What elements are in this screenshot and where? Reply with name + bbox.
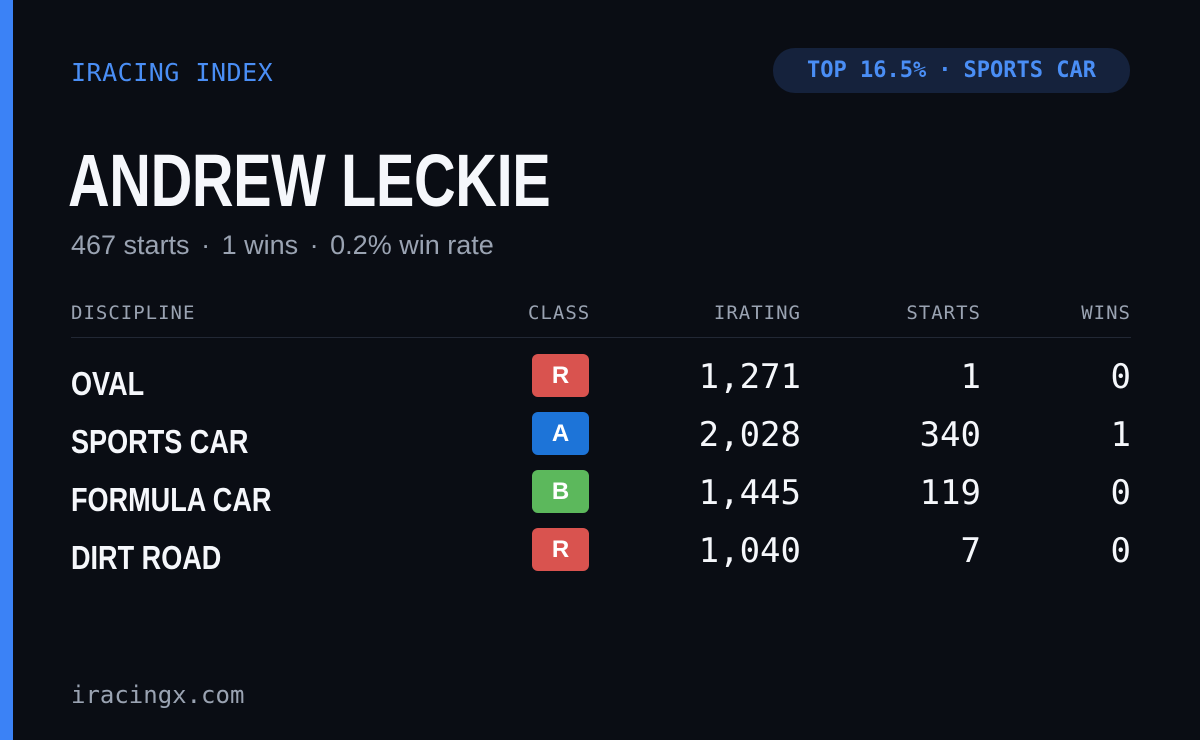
brand-label: IRACING INDEX bbox=[71, 58, 274, 87]
row-starts: 340 bbox=[919, 415, 981, 455]
row-irating: 1,445 bbox=[698, 473, 801, 513]
row-wins: 0 bbox=[1110, 357, 1131, 397]
table-row: OVAL R 1,271 1 0 bbox=[71, 354, 1131, 412]
header-wins: WINS bbox=[1081, 302, 1131, 324]
driver-summary: 467 starts · 1 wins · 0.2% win rate bbox=[71, 228, 494, 262]
summary-win-rate: 0.2% win rate bbox=[330, 230, 494, 260]
row-irating: 1,040 bbox=[698, 531, 801, 571]
table-row: SPORTS CAR A 2,028 340 1 bbox=[71, 412, 1131, 470]
accent-bar bbox=[0, 0, 13, 740]
table-row: FORMULA CAR B 1,445 119 0 bbox=[71, 470, 1131, 528]
class-badge: R bbox=[532, 354, 589, 397]
row-starts: 7 bbox=[960, 531, 981, 571]
rank-badge: TOP 16.5% · SPORTS CAR bbox=[773, 48, 1130, 93]
header-starts: STARTS bbox=[906, 302, 981, 324]
row-wins: 1 bbox=[1110, 415, 1131, 455]
class-badge: A bbox=[532, 412, 589, 455]
row-discipline: OVAL bbox=[71, 365, 145, 402]
row-discipline: SPORTS CAR bbox=[71, 423, 249, 460]
row-wins: 0 bbox=[1110, 473, 1131, 513]
table-header: DISCIPLINE CLASS IRATING STARTS WINS bbox=[71, 300, 1131, 338]
header-class: CLASS bbox=[528, 302, 591, 324]
driver-name: ANDREW LECKIE bbox=[68, 139, 551, 222]
table-row: DIRT ROAD R 1,040 7 0 bbox=[71, 528, 1131, 586]
footer-url[interactable]: iracingx.com bbox=[71, 681, 245, 709]
summary-starts: 467 starts bbox=[71, 230, 190, 260]
class-badge: R bbox=[532, 528, 589, 571]
summary-wins: 1 wins bbox=[221, 230, 299, 260]
row-starts: 1 bbox=[960, 357, 981, 397]
row-discipline: FORMULA CAR bbox=[71, 481, 272, 518]
summary-separator: · bbox=[309, 230, 319, 260]
rank-category: SPORTS CAR bbox=[963, 58, 1096, 83]
row-wins: 0 bbox=[1110, 531, 1131, 571]
row-starts: 119 bbox=[919, 473, 981, 513]
class-badge: B bbox=[532, 470, 589, 513]
header-irating: IRATING bbox=[713, 302, 801, 324]
rank-percentile: TOP 16.5% bbox=[807, 58, 927, 83]
rank-separator: · bbox=[938, 58, 952, 83]
row-irating: 1,271 bbox=[698, 357, 801, 397]
row-discipline: DIRT ROAD bbox=[71, 539, 222, 576]
header-discipline: DISCIPLINE bbox=[71, 302, 196, 324]
summary-separator: · bbox=[201, 230, 211, 260]
row-irating: 2,028 bbox=[698, 415, 801, 455]
